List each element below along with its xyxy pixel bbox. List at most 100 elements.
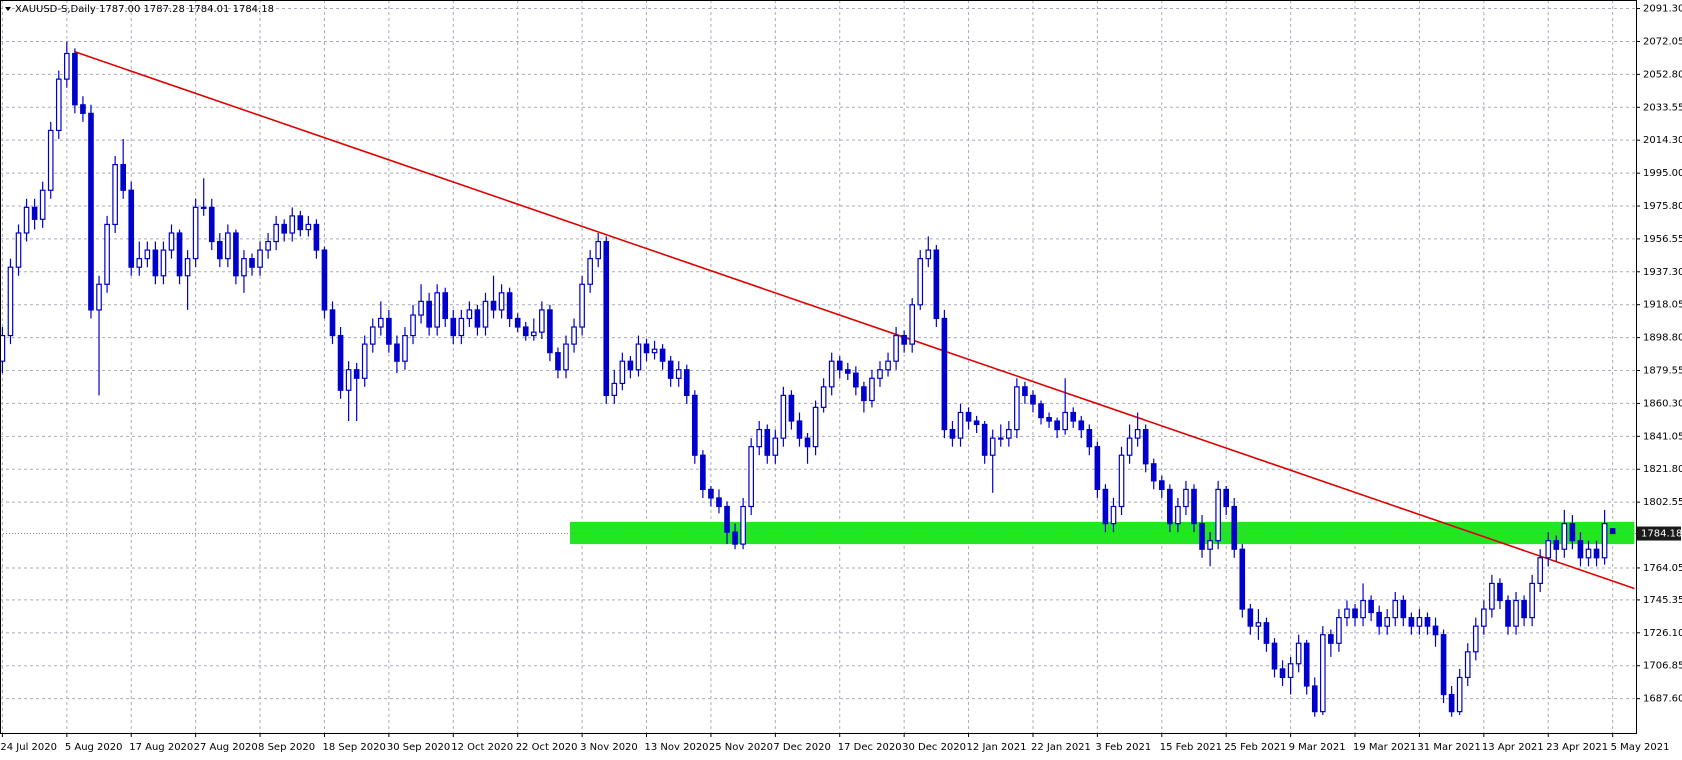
candle-body	[1279, 668, 1286, 679]
candle-body	[410, 314, 416, 337]
y-tick-label: 1687.60	[1643, 694, 1682, 705]
chart-header: XAUUSD-S,Daily 1787.00 1787.28 1784.01 1…	[15, 4, 274, 15]
candle-body	[764, 428, 771, 456]
candle-body	[1319, 634, 1326, 713]
candle-body	[1432, 625, 1439, 636]
candle-body	[96, 283, 102, 311]
candle-body	[1046, 417, 1052, 422]
candle-body	[442, 292, 449, 320]
candle-body	[160, 249, 167, 277]
x-tick-label: 12 Oct 2020	[451, 742, 513, 753]
candle-body	[1311, 685, 1318, 713]
candle-body	[748, 446, 754, 508]
trendline	[74, 51, 1635, 590]
candle-body	[603, 240, 610, 396]
candle-body	[1175, 505, 1181, 525]
candle-body	[1464, 651, 1471, 679]
x-tick-label: 19 Mar 2021	[1353, 742, 1416, 753]
candle-body	[933, 249, 940, 320]
x-tick-label: 3 Nov 2020	[580, 742, 638, 753]
candle-body	[1094, 446, 1101, 491]
candle-body	[772, 437, 779, 456]
candle-body	[1142, 428, 1149, 465]
candle-body	[1529, 582, 1535, 619]
candle-body	[249, 258, 255, 268]
candle-body	[1545, 540, 1552, 559]
candle-body	[1231, 505, 1238, 550]
x-tick-label: 25 Nov 2020	[709, 742, 773, 753]
candle-body	[522, 326, 529, 337]
candle-body	[386, 317, 392, 345]
candle-body	[297, 215, 304, 231]
y-tick-label: 1937.30	[1643, 267, 1682, 278]
candle-body	[1014, 386, 1020, 431]
x-tick-label: 17 Aug 2020	[129, 742, 193, 753]
candle-body	[345, 369, 352, 391]
candle-body	[80, 104, 86, 114]
candle-body	[1416, 617, 1423, 627]
candle-body	[530, 331, 537, 337]
candle-body	[1609, 528, 1616, 535]
y-tick-label: 1726.10	[1643, 628, 1682, 639]
candle-body	[418, 300, 424, 316]
x-tick-label: 8 Sep 2020	[258, 742, 315, 753]
support-zone	[570, 521, 1635, 545]
candle-body	[152, 249, 159, 277]
candle-body	[547, 309, 553, 354]
y-tick-label: 1975.80	[1643, 201, 1682, 212]
candle-body	[369, 326, 376, 345]
y-tick-label: 1995.00	[1643, 168, 1682, 179]
x-tick-label: 24 Jul 2020	[0, 742, 57, 753]
y-tick-label: 1879.55	[1643, 366, 1682, 377]
candle-body	[1400, 599, 1407, 619]
candle-body	[828, 360, 835, 388]
candle-body	[321, 249, 328, 311]
candle-body	[514, 317, 521, 328]
y-tick-label: 1841.05	[1643, 431, 1682, 442]
candle-body	[981, 423, 988, 456]
candle-body	[989, 437, 996, 456]
candle-body	[1481, 608, 1487, 627]
candle-body	[192, 206, 199, 260]
candle-body	[1191, 488, 1197, 525]
candle-body	[305, 223, 312, 231]
y-tick-label: 1918.05	[1643, 300, 1682, 311]
x-tick-label: 23 Apr 2021	[1546, 742, 1608, 753]
y-tick-label: 1764.05	[1643, 563, 1682, 574]
candle-body	[1344, 608, 1350, 619]
candle-body	[265, 240, 271, 251]
candle-body	[619, 360, 626, 385]
candle-body	[466, 309, 473, 320]
axes-layer: 2091.30 2072.05 2052.80 2033.55 2014.30 1995.…	[0, 4, 1682, 753]
candle-body	[917, 258, 924, 306]
candle-body	[579, 283, 585, 328]
candle-body	[241, 258, 247, 277]
x-tick-label: 17 Dec 2020	[838, 742, 902, 753]
candle-body	[1585, 548, 1592, 559]
candle-body	[555, 352, 561, 371]
x-tick-label: 30 Sep 2020	[387, 742, 450, 753]
candle-body	[55, 78, 62, 132]
candle-body	[877, 369, 883, 379]
candle-body	[1102, 488, 1109, 525]
candle-body	[1062, 411, 1068, 431]
candle-body	[844, 369, 851, 374]
candle-body	[1569, 522, 1576, 542]
candle-layer	[0, 41, 1616, 717]
y-tick-label: 1860.30	[1643, 398, 1682, 409]
candle-body	[1384, 617, 1391, 627]
menu-triangle	[5, 7, 11, 11]
candle-body	[925, 249, 932, 260]
x-tick-label: 15 Feb 2021	[1160, 742, 1222, 753]
candle-body	[667, 360, 674, 379]
x-tick-label: 22 Jan 2021	[1031, 742, 1091, 753]
x-tick-label: 12 Jan 2021	[967, 742, 1027, 753]
candle-body	[1368, 599, 1374, 614]
candle-body	[482, 300, 489, 328]
candle-body	[458, 317, 465, 337]
candle-body	[257, 249, 263, 268]
candle-body	[957, 411, 964, 439]
candle-body	[716, 497, 722, 508]
candle-body	[853, 372, 859, 388]
